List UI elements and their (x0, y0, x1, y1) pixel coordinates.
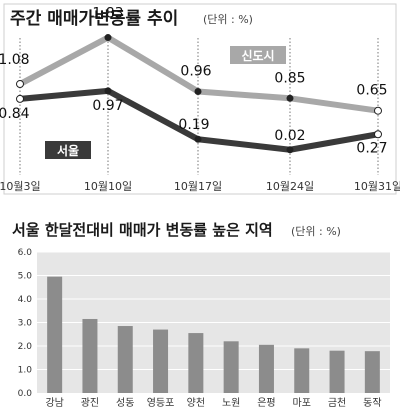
x-tick-label: 10월31일 (354, 179, 400, 193)
value-label: 0.02 (274, 128, 305, 144)
data-point (16, 80, 24, 89)
chart2-unit: (단위 : %) (291, 225, 341, 238)
regional-price-change-bar-chart: 서울 한달전대비 매매가 변동률 높은 지역 (단위 : %) 0.0 1.0 2.… (0, 200, 400, 412)
data-point (374, 106, 382, 115)
category-label: 강남 (45, 397, 63, 409)
value-label: 0.85 (274, 70, 305, 86)
value-label: 0.27 (356, 140, 387, 156)
data-point (16, 94, 24, 103)
bar-동작 (364, 351, 380, 393)
category-label: 금천 (328, 397, 346, 409)
bar-성동 (117, 326, 133, 393)
x-tick-label: 10월10일 (84, 179, 132, 193)
chart2-title: 서울 한달전대비 매매가 변동률 높은 지역 (12, 221, 273, 239)
bar-은평 (258, 344, 274, 393)
value-label: 1.08 (0, 52, 30, 68)
category-label: 노원 (222, 397, 240, 409)
x-tick-label: 10월3일 (0, 179, 41, 193)
bar-영등포 (153, 329, 169, 393)
bar-양천 (188, 333, 204, 393)
x-tick-label: 10월24일 (266, 179, 314, 193)
value-label: 0.97 (92, 98, 123, 114)
y-tick-label: 5.0 (18, 272, 33, 282)
y-tick-label: 6.0 (18, 248, 33, 258)
bar-금천 (329, 350, 345, 393)
category-label: 마포 (293, 397, 311, 409)
category-label: 동작 (363, 397, 381, 409)
value-label: 0.65 (356, 83, 387, 99)
category-label: 광진 (81, 397, 99, 409)
data-point (194, 135, 202, 143)
bar-노원 (223, 341, 239, 393)
value-label: 1.83 (92, 6, 123, 22)
bar-강남 (47, 276, 63, 393)
legend-tag-seoul (45, 141, 91, 159)
y-tick-label: 0.0 (18, 389, 33, 399)
value-label: 0.96 (180, 63, 211, 79)
y-tick-label: 3.0 (18, 319, 33, 329)
y-tick-label: 2.0 (18, 342, 33, 352)
category-label: 은평 (257, 397, 275, 409)
data-point (286, 146, 294, 154)
category-label: 성동 (116, 397, 134, 409)
bar-마포 (294, 348, 310, 393)
value-label: 0.84 (0, 106, 30, 122)
y-tick-label: 4.0 (18, 295, 33, 305)
category-label: 양천 (187, 397, 205, 409)
category-label: 영등포 (147, 397, 175, 409)
y-tick-label: 1.0 (18, 366, 33, 376)
legend-label-sindosi: 신도시 (241, 48, 274, 63)
bar-광진 (82, 318, 98, 393)
data-point (374, 130, 382, 139)
chart1-title: 주간 매매가변동률 추이 (10, 9, 178, 29)
chart1-unit: (단위 : %) (203, 13, 253, 26)
weekly-price-change-line-chart: 주간 매매가변동률 추이 (단위 : %) 1.08 1.83 0.96 0.85 0.… (0, 0, 400, 200)
data-point (104, 34, 112, 42)
legend-tag-sindosi (230, 46, 286, 64)
x-tick-label: 10월17일 (174, 179, 222, 193)
data-point (286, 94, 294, 102)
legend-label-seoul: 서울 (57, 143, 79, 158)
data-point (194, 87, 202, 95)
data-point (104, 87, 112, 95)
value-label: 0.19 (178, 117, 209, 133)
